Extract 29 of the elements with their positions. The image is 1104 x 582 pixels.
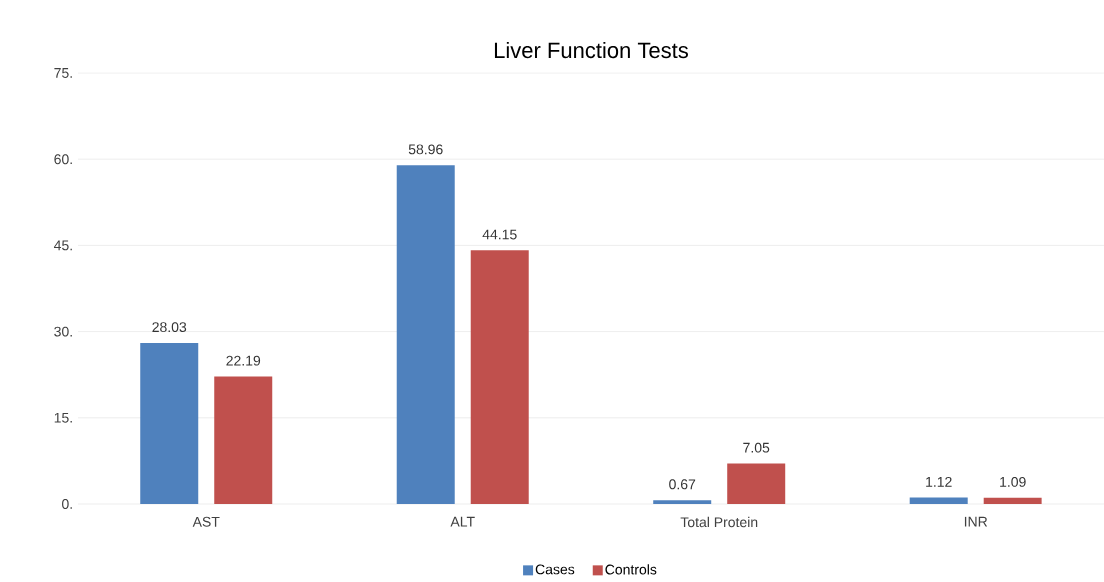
legend-label: Cases	[535, 564, 575, 575]
y-tick-label: 45.	[53, 240, 72, 251]
x-tick-label: Total Protein	[680, 516, 758, 528]
data-label: 1.09	[1000, 476, 1026, 487]
bar	[396, 165, 455, 504]
y-tick-label: 0.	[62, 499, 72, 509]
x-tick-label: INR	[964, 516, 988, 527]
y-tick-label: 15.	[54, 412, 72, 423]
bar	[983, 497, 1042, 504]
bar	[470, 250, 529, 504]
y-tick-label: 60.	[54, 154, 72, 165]
bar	[140, 342, 199, 504]
x-tick-label: AST	[192, 516, 220, 527]
data-label: 28.03	[152, 322, 187, 333]
chart-title: Liver Function Tests	[494, 41, 688, 59]
data-label: 22.19	[226, 355, 261, 366]
data-label: 58.96	[408, 144, 443, 155]
bar	[909, 497, 968, 504]
data-label: 44.15	[482, 229, 517, 240]
bar	[727, 463, 786, 504]
x-tick-label: ALT	[450, 516, 475, 527]
legend-label: Controls	[605, 564, 657, 575]
data-label: 0.67	[669, 479, 696, 490]
data-label: 7.05	[743, 442, 770, 453]
y-tick-label: 30.	[54, 326, 72, 337]
bar	[214, 376, 273, 504]
y-tick-label: 75.	[54, 68, 72, 78]
data-label: 1.12	[926, 476, 952, 487]
bar	[653, 500, 712, 504]
